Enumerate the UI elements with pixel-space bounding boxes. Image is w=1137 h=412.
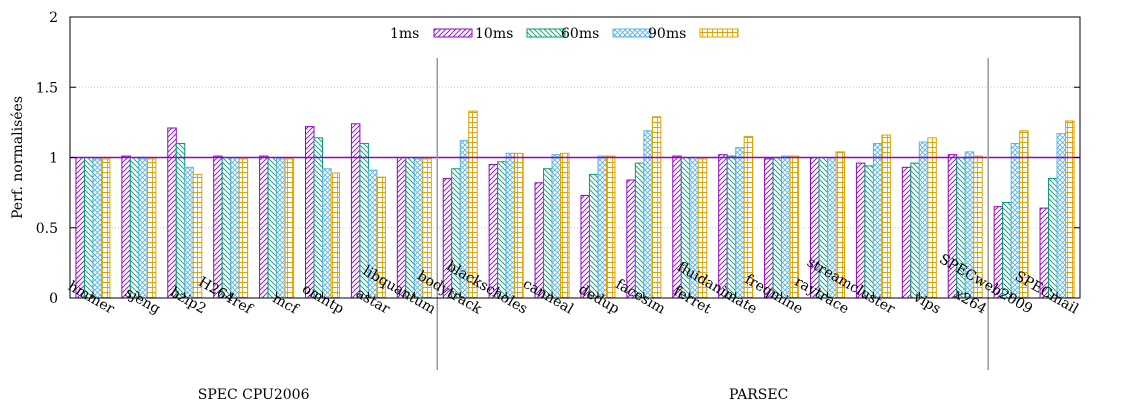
bar-freqmine-60ms xyxy=(781,155,791,299)
y-axis-title: Perf. normalisées xyxy=(10,96,26,219)
bar-libquantum-10ms xyxy=(405,157,415,299)
bar-H264ref-60ms xyxy=(230,157,240,299)
bar-canneal-90ms xyxy=(560,152,570,299)
bar-SPECweb2009-10ms xyxy=(1002,201,1012,299)
bar-hmmer-60ms xyxy=(92,158,102,299)
bar-hmmer-10ms xyxy=(83,157,94,299)
bar-sjeng-60ms xyxy=(138,158,148,299)
bar-H264ref-90ms xyxy=(238,158,249,299)
bar-mcf-60ms xyxy=(276,158,286,299)
y-tick-label: 2 xyxy=(49,10,58,26)
bar-fluidanimate-1ms xyxy=(718,154,728,299)
bar-omntp-60ms xyxy=(322,168,332,299)
bar-canneal-60ms xyxy=(551,154,562,299)
bar-libquantum-1ms xyxy=(396,157,407,299)
bar-facesim-10ms xyxy=(634,162,645,299)
group-label: SPEC CPU2006 xyxy=(198,387,310,403)
bar-mcf-10ms xyxy=(267,157,278,299)
group-separators xyxy=(436,58,989,370)
bar-streamcluster-60ms xyxy=(872,142,883,299)
bar-bzip2-10ms xyxy=(175,142,186,299)
bar-dedup-60ms xyxy=(597,155,607,299)
bar-SPECmail-60ms xyxy=(1056,133,1067,299)
legend-label: 1ms xyxy=(390,26,419,42)
bar-bzip2-1ms xyxy=(167,127,177,299)
bar-blackscholes-90ms xyxy=(514,152,524,299)
y-tick-label: 0.5 xyxy=(36,221,58,237)
legend: 1ms 10ms 60ms 90ms xyxy=(390,26,739,42)
legend-swatch xyxy=(526,28,566,38)
bar-freqmine-1ms xyxy=(764,158,774,299)
legend-label: 60ms xyxy=(561,26,599,42)
legend-swatch xyxy=(612,28,652,38)
bar-SPECmail-10ms xyxy=(1048,178,1058,299)
bar-facesim-90ms xyxy=(651,116,662,299)
bar-streamcluster-10ms xyxy=(864,165,874,299)
y-tick-label: 1.5 xyxy=(36,80,58,96)
bar-mcf-90ms xyxy=(284,158,295,299)
legend-swatch xyxy=(433,28,473,38)
category-label: mcf xyxy=(270,290,302,318)
bar-blackscholes-10ms xyxy=(497,161,507,299)
bar-H264ref-1ms xyxy=(213,155,223,299)
bar-canneal-10ms xyxy=(543,168,553,299)
bar-streamcluster-1ms xyxy=(855,162,866,299)
bar-dedup-10ms xyxy=(588,173,599,299)
bar-omntp-90ms xyxy=(330,172,340,299)
bar-vips-1ms xyxy=(901,166,912,299)
bar-streamcluster-90ms xyxy=(881,134,891,299)
bar-sjeng-90ms xyxy=(146,158,157,299)
bar-blackscholes-1ms xyxy=(488,164,499,299)
legend-swatch xyxy=(699,28,739,38)
bar-vips-10ms xyxy=(910,162,920,299)
legend-label: 90ms xyxy=(648,26,686,42)
bar-mcf-1ms xyxy=(259,155,269,299)
bar-hmmer-90ms xyxy=(100,158,111,299)
bar-raytrace-1ms xyxy=(810,157,820,299)
bar-omntp-1ms xyxy=(305,126,315,299)
bar-x264-1ms xyxy=(947,154,958,299)
bar-hmmer-1ms xyxy=(75,157,85,299)
y-tick-label: 0 xyxy=(49,291,58,307)
bar-ferret-1ms xyxy=(672,155,682,299)
bar-vips-90ms xyxy=(927,137,937,299)
bars xyxy=(75,110,1075,299)
bar-astar-1ms xyxy=(350,123,361,299)
bar-omntp-10ms xyxy=(313,137,323,299)
bar-sjeng-10ms xyxy=(129,157,140,299)
bar-bzip2-60ms xyxy=(184,166,194,299)
bar-fluidanimate-60ms xyxy=(735,147,745,299)
y-tick-label: 1 xyxy=(49,151,58,167)
bar-SPECmail-90ms xyxy=(1065,120,1075,299)
bar-vips-60ms xyxy=(918,141,929,299)
bar-dedup-90ms xyxy=(605,155,616,299)
bar-facesim-60ms xyxy=(643,130,653,299)
bar-blackscholes-60ms xyxy=(505,152,516,299)
bar-freqmine-10ms xyxy=(772,157,783,299)
bar-sjeng-1ms xyxy=(121,155,131,299)
bar-fluidanimate-10ms xyxy=(726,155,737,299)
bar-H264ref-10ms xyxy=(221,157,232,299)
legend-label: 10ms xyxy=(475,26,513,42)
group-label: PARSEC xyxy=(729,387,788,403)
axes: 0 0.5 1 1.5 2 xyxy=(36,10,1081,307)
